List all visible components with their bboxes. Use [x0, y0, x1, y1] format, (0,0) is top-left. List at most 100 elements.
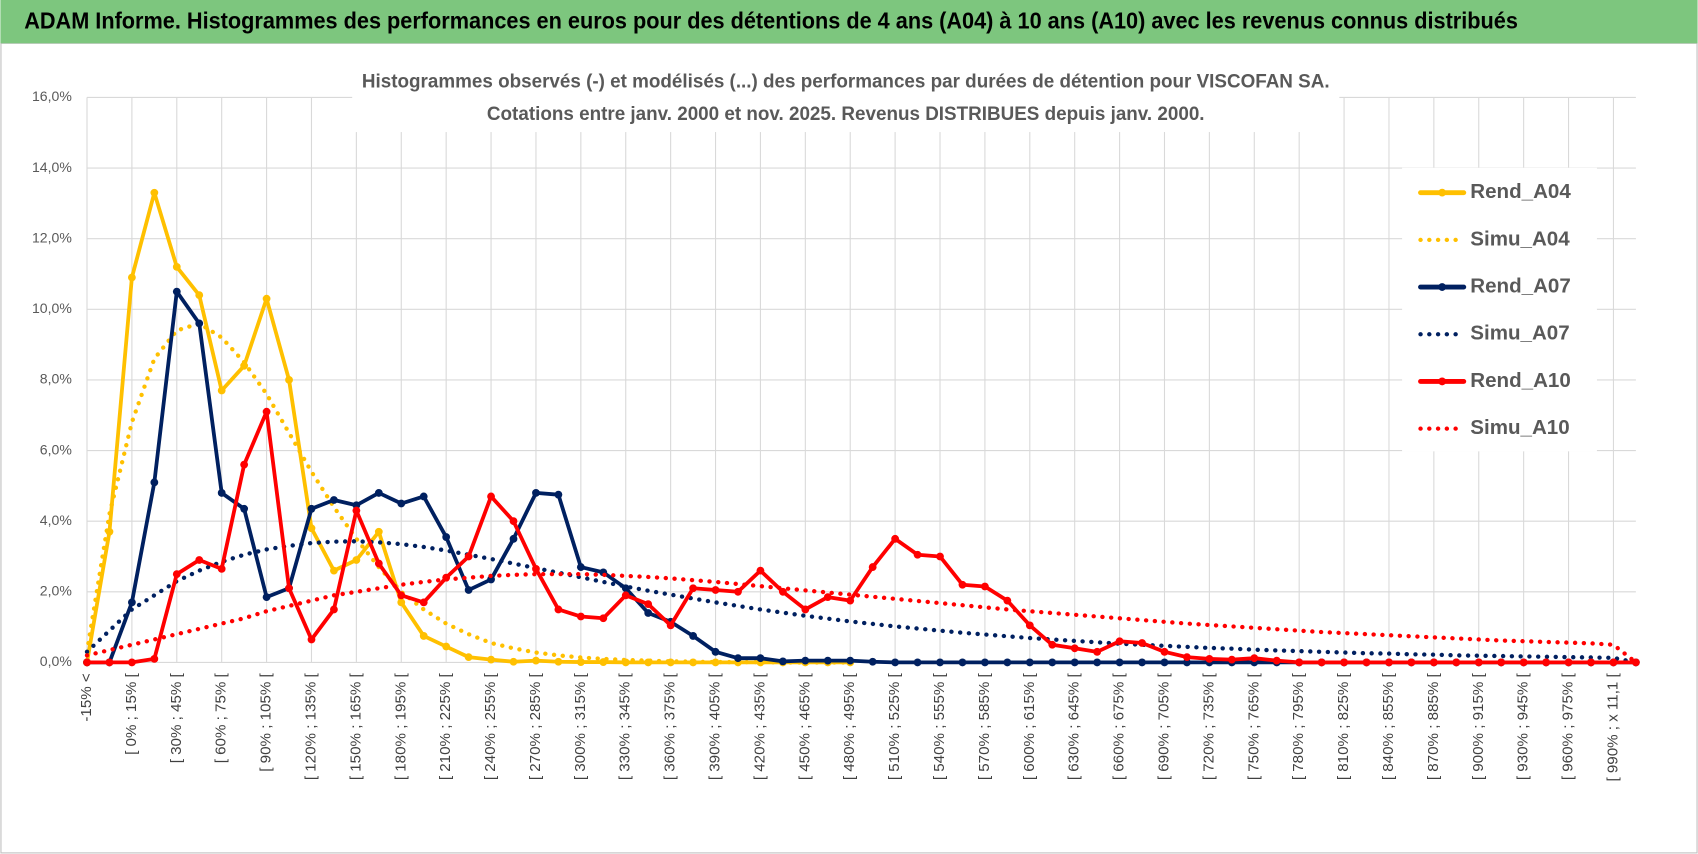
- data-point: [1048, 640, 1057, 649]
- data-point: [240, 460, 249, 469]
- data-point: [285, 584, 293, 593]
- legend-marker: [1438, 377, 1447, 386]
- data-point: [217, 386, 226, 395]
- x-tick-label: [ 990% ; x 11,1 [: [1604, 672, 1621, 781]
- data-point: [128, 273, 136, 282]
- data-point: [419, 492, 428, 501]
- data-point: [778, 657, 787, 666]
- x-tick-label: [ 0% ; 15% [: [123, 672, 140, 754]
- data-point: [981, 582, 989, 591]
- data-point: [1160, 647, 1169, 656]
- data-point: [689, 584, 697, 593]
- chart-title: Histogrammes observés (-) et modélisés (…: [362, 70, 1330, 92]
- data-point: [936, 658, 944, 667]
- data-point: [217, 489, 226, 497]
- x-tick-label: [ 240% ; 255% [: [482, 672, 499, 780]
- legend-marker: [1438, 188, 1447, 197]
- data-point: [128, 658, 136, 667]
- data-point: [1138, 658, 1146, 667]
- data-point: [868, 563, 877, 571]
- x-tick-label: [ 780% ; 795% [: [1290, 672, 1307, 780]
- data-point: [756, 566, 765, 575]
- data-point: [532, 564, 540, 573]
- data-point: [891, 534, 900, 543]
- x-tick-label: [ 300% ; 315% [: [572, 672, 589, 780]
- x-tick-label: [ 120% ; 135% [: [302, 672, 319, 780]
- data-point: [195, 291, 204, 300]
- x-tick-label: [ 930% ; 945% [: [1515, 672, 1532, 780]
- data-point: [1340, 658, 1348, 667]
- data-point: [823, 593, 832, 601]
- data-point: [1115, 637, 1124, 646]
- data-point: [576, 612, 585, 621]
- data-point: [823, 656, 832, 665]
- x-tick-label: [ 900% ; 915% [: [1470, 672, 1487, 780]
- data-point: [509, 657, 518, 666]
- data-point: [644, 600, 653, 609]
- data-point: [1183, 653, 1191, 662]
- data-point: [1407, 658, 1416, 667]
- legend-marker: [1438, 283, 1447, 291]
- data-point: [846, 596, 855, 605]
- y-tick-label: 10,0%: [32, 300, 72, 316]
- data-point: [352, 556, 361, 564]
- data-point: [846, 656, 855, 665]
- x-tick-label: [ 30% ; 45% [: [168, 672, 185, 763]
- data-point: [936, 552, 944, 561]
- data-point: [397, 598, 406, 607]
- data-point: [1497, 658, 1506, 667]
- data-point: [554, 490, 563, 499]
- data-point: [464, 653, 473, 662]
- data-point: [262, 593, 271, 601]
- data-point: [1093, 658, 1102, 667]
- x-tick-label: [ 870% ; 885% [: [1425, 672, 1442, 780]
- data-point: [487, 492, 495, 501]
- x-tick-label: [ 570% ; 585% [: [976, 672, 993, 780]
- data-point: [262, 294, 271, 303]
- data-point: [711, 647, 720, 656]
- data-point: [285, 376, 293, 384]
- data-point: [913, 658, 922, 667]
- x-tick-label: [ 720% ; 735% [: [1200, 672, 1217, 780]
- y-tick-label: 12,0%: [32, 229, 72, 245]
- x-tick-label: [ 600% ; 615% [: [1021, 672, 1038, 780]
- x-tick-label: [ 510% ; 525% [: [886, 672, 903, 780]
- data-point: [1317, 658, 1326, 667]
- data-point: [621, 584, 630, 593]
- data-point: [464, 586, 473, 594]
- x-tick-label: [ 270% ; 285% [: [527, 672, 544, 780]
- data-point: [554, 605, 563, 614]
- data-point: [397, 591, 406, 600]
- data-point: [217, 564, 226, 573]
- data-point: [1609, 658, 1618, 667]
- legend: Rend_A04 Simu_A04 Rend_A07 Simu_A07 Rend_A10…: [1402, 167, 1597, 452]
- x-tick-label: [ 480% ; 495% [: [841, 672, 858, 780]
- data-point: [1452, 658, 1461, 667]
- y-tick-label: 14,0%: [32, 159, 72, 175]
- data-point: [576, 563, 585, 571]
- legend-background: [1402, 167, 1597, 452]
- x-tick-label: [ 840% ; 855% [: [1380, 672, 1397, 780]
- data-point: [1003, 658, 1012, 667]
- header-title: ADAM Informe. Histogrammes des performan…: [24, 8, 1518, 34]
- data-point: [621, 591, 630, 600]
- data-point: [442, 642, 451, 651]
- x-tick-label: [ 210% ; 225% [: [437, 672, 454, 780]
- data-point: [801, 656, 810, 665]
- data-point: [711, 586, 720, 594]
- x-tick-label: [ 810% ; 825% [: [1335, 672, 1352, 780]
- x-tick-label: [ 180% ; 195% [: [392, 672, 409, 780]
- data-point: [195, 556, 204, 564]
- data-point: [958, 580, 967, 589]
- header-bar: [0, 0, 1698, 44]
- data-point: [868, 657, 877, 666]
- x-tick-label: [ 750% ; 765% [: [1245, 672, 1262, 780]
- legend-label: Simu_A04: [1470, 227, 1570, 250]
- series-line: [85, 409, 1638, 665]
- data-point: [307, 524, 316, 533]
- data-point: [1631, 658, 1640, 667]
- data-point: [981, 658, 989, 667]
- data-point: [150, 188, 159, 197]
- data-point: [1385, 658, 1393, 667]
